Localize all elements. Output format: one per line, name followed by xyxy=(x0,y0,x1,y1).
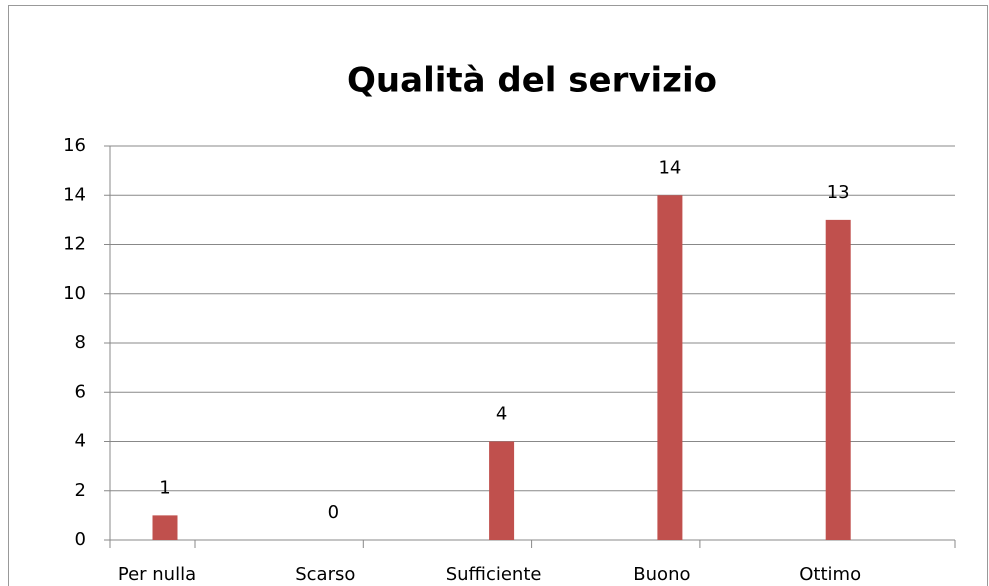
y-tick-label: 14 xyxy=(63,184,86,205)
x-tick-label: Ottimo xyxy=(799,564,861,585)
bar xyxy=(489,441,515,540)
x-tick-label: Sufficiente xyxy=(446,564,542,585)
y-tick-label: 0 xyxy=(75,529,86,550)
value-label: 4 xyxy=(496,404,507,425)
y-tick-label: 4 xyxy=(75,431,86,452)
value-label: 14 xyxy=(658,157,681,178)
y-tick-label: 2 xyxy=(75,480,86,501)
y-tick-label: 10 xyxy=(63,283,86,304)
x-tick-label: Per nulla xyxy=(118,564,196,585)
bar xyxy=(152,515,178,540)
value-label: 1 xyxy=(159,477,170,498)
value-label: 0 xyxy=(328,502,339,523)
y-tick-label: 8 xyxy=(75,332,86,353)
x-tick-label: Buono xyxy=(633,564,690,585)
bar xyxy=(825,219,851,540)
y-tick-label: 6 xyxy=(75,381,86,402)
chart-title: Qualità del servizio xyxy=(347,61,717,101)
bar xyxy=(657,195,683,540)
value-label: 13 xyxy=(827,182,850,203)
y-tick-label: 12 xyxy=(63,234,86,255)
x-tick-label: Scarso xyxy=(295,564,355,585)
y-tick-label: 16 xyxy=(63,135,86,156)
